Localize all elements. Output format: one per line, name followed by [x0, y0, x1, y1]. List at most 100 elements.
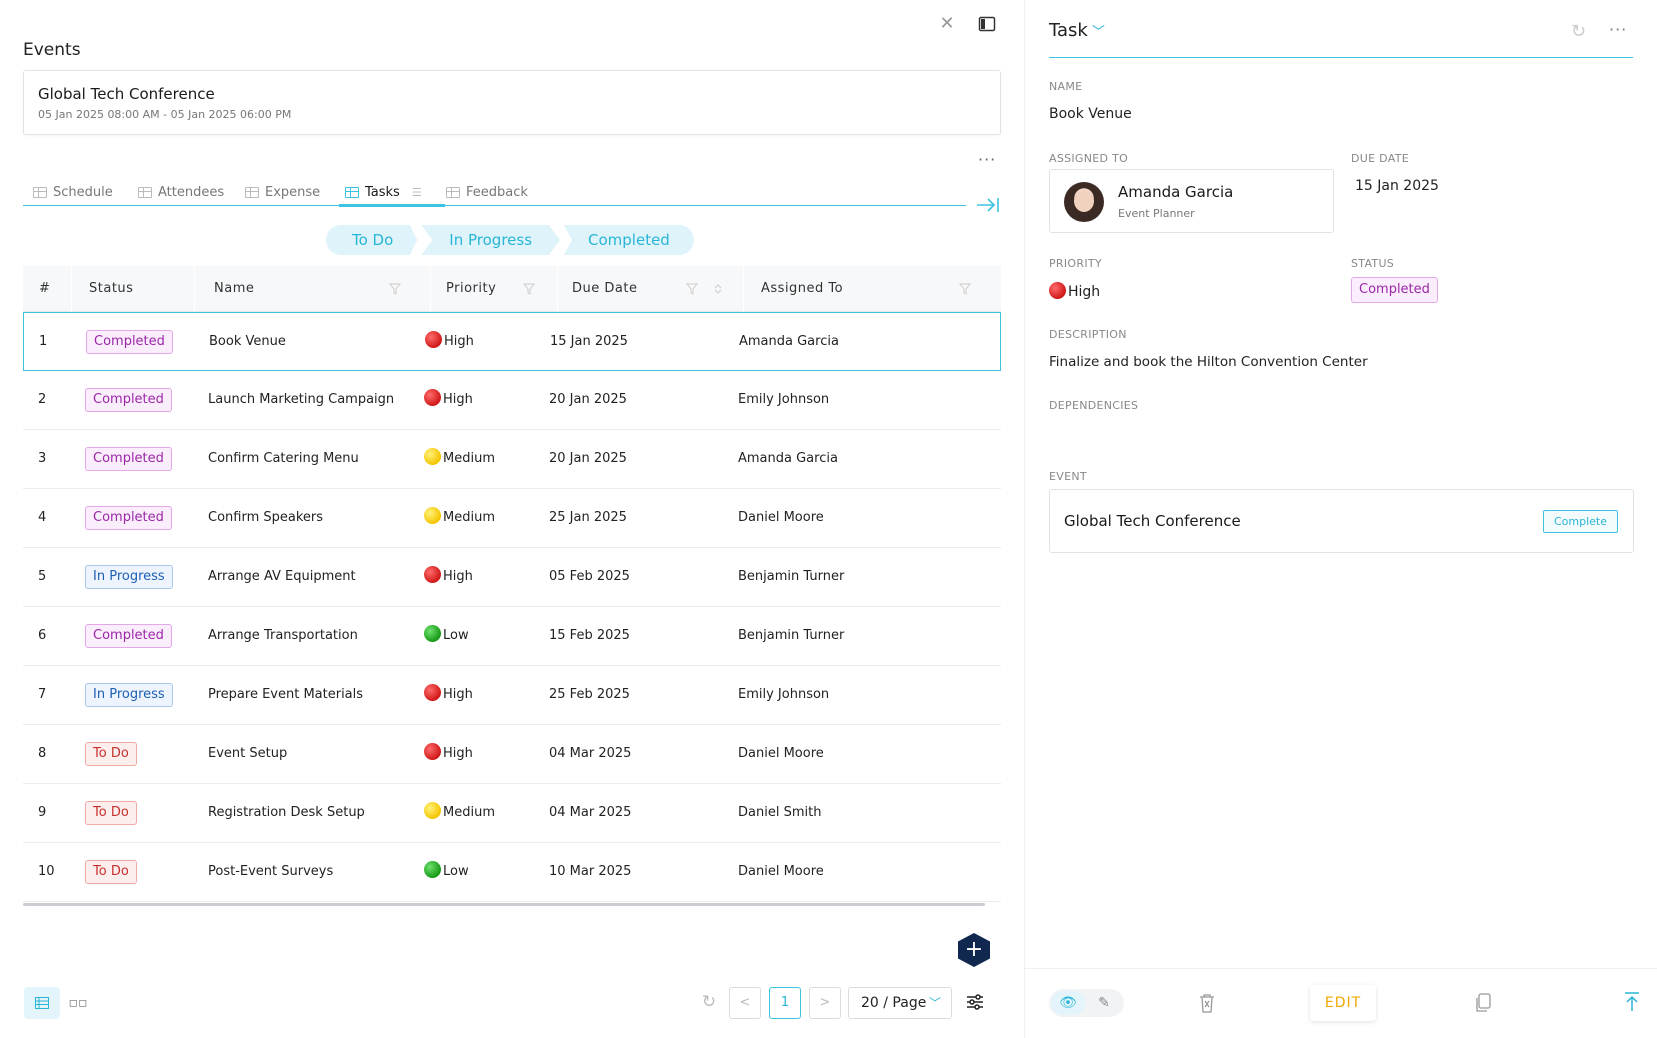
detail-type-select[interactable]: Task ﹀	[1049, 20, 1105, 41]
column-header-due-date[interactable]: Due Date	[572, 266, 742, 312]
status-badge: Completed	[85, 387, 172, 412]
table-row[interactable]: 5 In Progress Arrange AV Equipment High 05 F…	[23, 548, 1001, 607]
status-cell: Completed	[85, 430, 172, 489]
status-badge: Completed	[86, 329, 173, 354]
tab-tasks[interactable]: Tasks ☰	[345, 178, 422, 206]
tab-attendees[interactable]: Attendees	[138, 178, 224, 206]
sort-icon[interactable]	[712, 283, 724, 295]
sidebar-toggle-icon[interactable]	[978, 15, 996, 33]
close-icon[interactable]: ✕	[939, 13, 955, 34]
priority-medium-icon	[424, 448, 441, 465]
table-row[interactable]: 10 To Do Post-Event Surveys Low 10 Mar 2025 D…	[23, 843, 1001, 902]
table-settings-icon[interactable]	[965, 992, 985, 1012]
column-header-num: #	[39, 281, 51, 296]
row-number: 9	[38, 805, 47, 820]
assigned-to-label: ASSIGNED TO	[1049, 152, 1129, 165]
refresh-icon[interactable]: ↻	[701, 992, 717, 1012]
list-view-icon	[35, 997, 49, 1009]
priority-text: High	[443, 746, 473, 761]
column-header-priority[interactable]: Priority	[446, 266, 556, 312]
tab-label: Feedback	[466, 184, 528, 200]
due-date: 04 Mar 2025	[549, 805, 632, 820]
name-label: NAME	[1049, 80, 1083, 93]
complete-button[interactable]: Complete	[1542, 510, 1618, 533]
table-row[interactable]: 2 Completed Launch Marketing Campaign High 2…	[23, 371, 1001, 430]
event-summary-card[interactable]: Global Tech Conference 05 Jan 2025 08:00…	[23, 70, 1001, 135]
table-row[interactable]: 8 To Do Event Setup High 04 Mar 2025 Daniel M…	[23, 725, 1001, 784]
step-completed[interactable]: Completed	[564, 225, 694, 255]
detail-footer: 👁 ✎ EDIT	[1025, 968, 1657, 1038]
filter-icon[interactable]	[686, 283, 698, 295]
filter-icon[interactable]	[959, 283, 971, 295]
step-todo[interactable]: To Do	[326, 225, 418, 255]
filter-list-icon[interactable]: ☰	[411, 185, 422, 199]
priority-medium-icon	[424, 507, 441, 524]
filter-icon[interactable]	[389, 283, 401, 295]
tab-schedule[interactable]: Schedule	[33, 178, 113, 206]
next-page-button[interactable]: >	[809, 987, 841, 1019]
row-number: 8	[38, 746, 47, 761]
priority-low-icon	[424, 861, 441, 878]
tab-expense[interactable]: Expense	[245, 178, 320, 206]
column-header-status[interactable]: Status	[89, 281, 134, 296]
edit-button[interactable]: EDIT	[1310, 985, 1376, 1021]
due-date-value: 15 Jan 2025	[1355, 178, 1439, 194]
row-number: 10	[38, 864, 55, 879]
table-icon	[446, 186, 460, 198]
dependencies-label: DEPENDENCIES	[1049, 399, 1139, 412]
prev-page-button[interactable]: <	[729, 987, 761, 1019]
table-row[interactable]: 6 Completed Arrange Transportation Low 15 Fe…	[23, 607, 1001, 666]
table-row[interactable]: 4 Completed Confirm Speakers Medium 25 Jan 2…	[23, 489, 1001, 548]
table-icon	[245, 186, 259, 198]
grid-view-icon[interactable]: ▫▫	[68, 995, 88, 1011]
due-date: 20 Jan 2025	[549, 392, 627, 407]
step-in-progress[interactable]: In Progress	[421, 225, 561, 255]
priority-text: High	[1068, 284, 1101, 300]
priority-text: High	[443, 687, 473, 702]
filter-icon[interactable]	[523, 283, 535, 295]
refresh-icon[interactable]: ↻	[1571, 21, 1587, 42]
table-row[interactable]: 3 Completed Confirm Catering Menu Medium 20 …	[23, 430, 1001, 489]
add-task-button[interactable]: +	[958, 933, 990, 967]
column-header-assigned-to[interactable]: Assigned To	[761, 266, 976, 312]
status-badge: Completed	[1351, 277, 1438, 303]
page-size-select[interactable]: 20 / Page ﹀	[848, 987, 952, 1019]
edit-icon[interactable]: ✎	[1098, 995, 1110, 1011]
status-label: STATUS	[1351, 257, 1395, 270]
task-name: Book Venue	[209, 334, 286, 349]
priority-cell: High	[424, 666, 473, 725]
row-number: 5	[38, 569, 47, 584]
event-link-card[interactable]: Global Tech Conference Complete	[1049, 489, 1634, 553]
assigned-to: Benjamin Turner	[738, 569, 845, 584]
view-edit-toggle[interactable]: 👁 ✎	[1049, 989, 1124, 1017]
collapse-panel-icon[interactable]	[975, 196, 1001, 214]
table-row[interactable]: 1 Completed Book Venue High 15 Jan 2025 Amand…	[23, 312, 1001, 371]
eye-icon[interactable]: 👁	[1051, 991, 1085, 1015]
priority-cell: High	[424, 548, 473, 607]
task-name: Arrange Transportation	[208, 628, 358, 643]
more-options-icon[interactable]: ···	[978, 150, 997, 169]
assigned-to: Amanda Garcia	[739, 334, 839, 349]
due-date: 04 Mar 2025	[549, 746, 632, 761]
more-options-icon[interactable]: ···	[1609, 20, 1628, 39]
horizontal-scrollbar[interactable]	[23, 903, 985, 906]
copy-icon[interactable]	[1473, 992, 1493, 1014]
table-row[interactable]: 9 To Do Registration Desk Setup Medium 04 Ma…	[23, 784, 1001, 843]
trash-icon[interactable]	[1197, 992, 1217, 1014]
page-1-button[interactable]: 1	[769, 987, 801, 1019]
priority-cell: Low	[424, 843, 469, 902]
tab-feedback[interactable]: Feedback	[446, 178, 528, 206]
priority-low-icon	[424, 625, 441, 642]
table-header: # Status Name Priority Due Date Assigned…	[23, 266, 1001, 312]
page-title: Events	[23, 40, 81, 60]
table-row[interactable]: 7 In Progress Prepare Event Materials High 2…	[23, 666, 1001, 725]
assignee-card[interactable]: Amanda Garcia Event Planner	[1049, 169, 1334, 233]
priority-cell: Medium	[424, 430, 495, 489]
table-icon	[33, 186, 47, 198]
tab-label: Tasks	[365, 184, 400, 200]
event-name: Global Tech Conference	[38, 85, 215, 103]
column-header-name[interactable]: Name	[214, 266, 414, 312]
scroll-to-top-icon[interactable]	[1623, 991, 1641, 1013]
list-view-button[interactable]	[24, 987, 60, 1019]
due-date: 20 Jan 2025	[549, 451, 627, 466]
